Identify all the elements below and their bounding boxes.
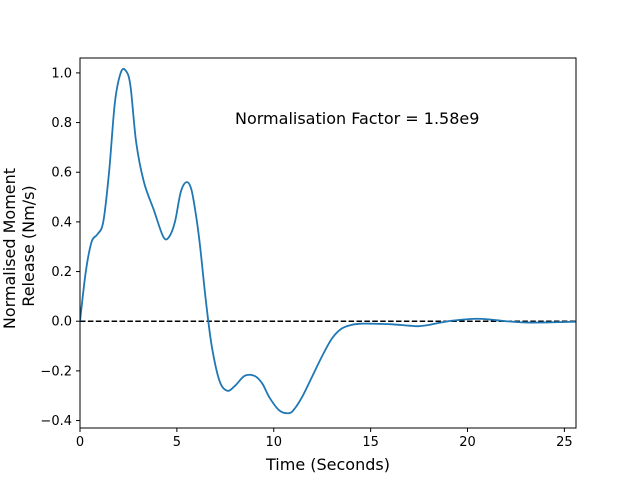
data-series-line-0 — [80, 67, 576, 415]
y-tick-label: 0.4 — [51, 215, 72, 230]
y-tick-label: 1.0 — [51, 66, 72, 81]
x-axis-title: Time (Seconds) — [265, 455, 390, 474]
x-axis-ticks: 0 5 10 15 20 25 — [76, 428, 573, 450]
x-tick-label: 5 — [173, 435, 181, 450]
y-axis-title-line-1: Normalised Moment — [0, 168, 19, 329]
y-axis-ticks: −0.4 −0.2 0.0 0.2 0.4 0.6 0.8 1.0 — [40, 66, 80, 429]
plot-area — [79, 57, 577, 429]
y-tick-label: 0.6 — [51, 166, 72, 181]
axes-frame — [79, 57, 577, 429]
normalisation-annotation: Normalisation Factor = 1.58e9 — [235, 109, 479, 128]
x-tick-label: 20 — [459, 435, 476, 450]
x-tick-label: 10 — [265, 435, 282, 450]
y-tick-label: 0.8 — [51, 116, 72, 131]
y-axis-title-line-2: Release (Nm/s) — [19, 185, 38, 306]
y-tick-label: −0.2 — [40, 364, 72, 379]
y-tick-label: 0.0 — [51, 315, 72, 330]
y-tick-label: −0.4 — [40, 414, 72, 429]
x-tick-label: 25 — [556, 435, 573, 450]
y-tick-label: 0.2 — [51, 265, 72, 280]
y-axis-title: Normalised Moment Release (Nm/s) — [0, 163, 38, 329]
x-tick-label: 0 — [76, 435, 84, 450]
x-tick-label: 15 — [362, 435, 379, 450]
